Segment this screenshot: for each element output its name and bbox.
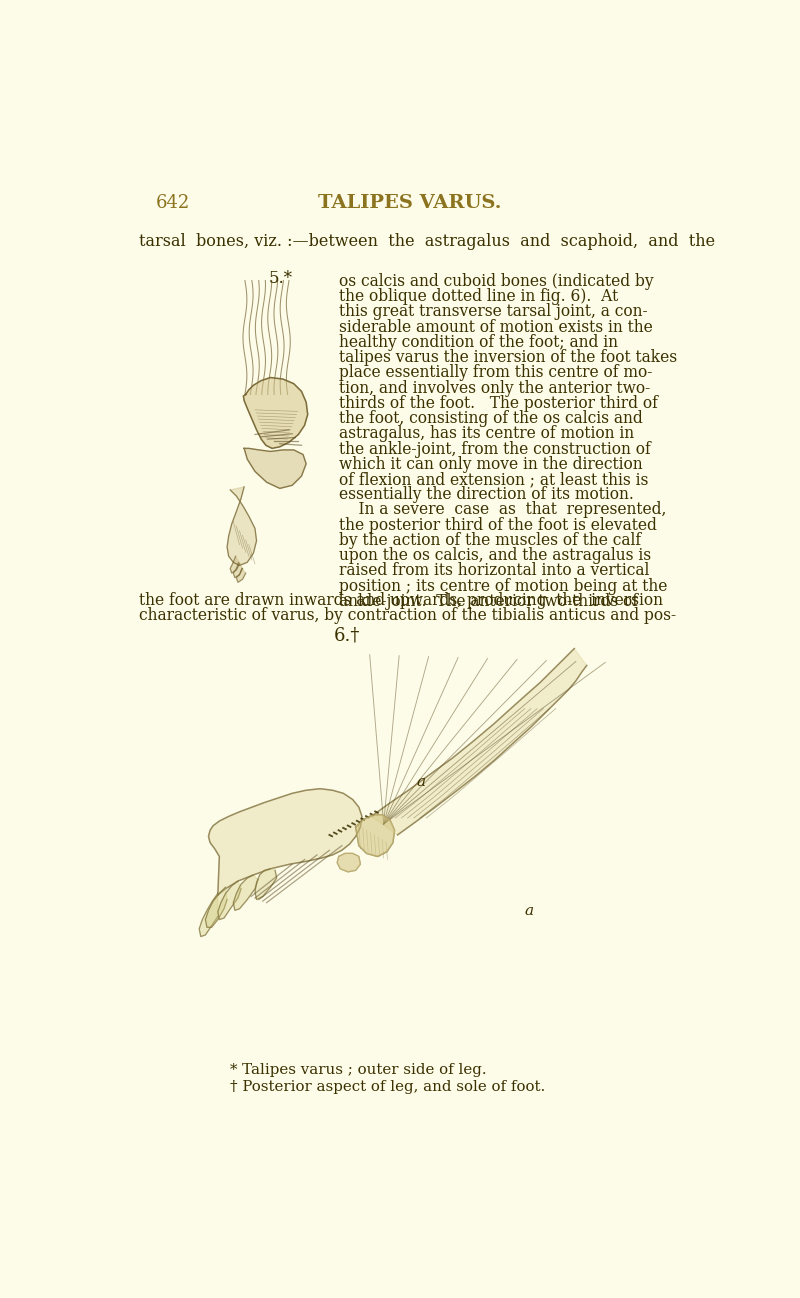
- Text: the posterior third of the foot is elevated: the posterior third of the foot is eleva…: [338, 517, 657, 533]
- Text: the foot, consisting of the os calcis and: the foot, consisting of the os calcis an…: [338, 410, 642, 427]
- Text: by the action of the muscles of the calf: by the action of the muscles of the calf: [338, 532, 641, 549]
- Text: In a severe  case  as  that  represented,: In a severe case as that represented,: [338, 501, 666, 518]
- Text: essentially the direction of its motion.: essentially the direction of its motion.: [338, 487, 634, 504]
- Polygon shape: [227, 487, 257, 566]
- Polygon shape: [371, 649, 586, 835]
- Polygon shape: [356, 815, 394, 857]
- Text: raised from its horizontal into a vertical: raised from its horizontal into a vertic…: [338, 562, 649, 579]
- Text: the ankle-joint, from the construction of: the ankle-joint, from the construction o…: [338, 440, 650, 457]
- Text: † Posterior aspect of leg, and sole of foot.: † Posterior aspect of leg, and sole of f…: [230, 1080, 546, 1094]
- Polygon shape: [199, 893, 218, 937]
- Text: the oblique dotted line in fig. 6).  At: the oblique dotted line in fig. 6). At: [338, 288, 618, 305]
- Text: 5.*: 5.*: [269, 270, 293, 287]
- Text: characteristic of varus, by contraction of the tibialis anticus and pos-: characteristic of varus, by contraction …: [138, 607, 676, 624]
- Text: 6.†: 6.†: [334, 627, 361, 645]
- Text: a: a: [416, 775, 426, 789]
- Text: tion, and involves only the anterior two-: tion, and involves only the anterior two…: [338, 379, 650, 396]
- Polygon shape: [337, 853, 361, 872]
- Text: the foot are drawn inwards and upwards, producing  the  inversion: the foot are drawn inwards and upwards, …: [138, 592, 662, 609]
- Polygon shape: [234, 875, 258, 910]
- Polygon shape: [237, 569, 246, 583]
- Polygon shape: [206, 888, 227, 927]
- Text: siderable amount of motion exists in the: siderable amount of motion exists in the: [338, 318, 653, 336]
- Polygon shape: [243, 378, 308, 448]
- Text: astragalus, has its centre of motion in: astragalus, has its centre of motion in: [338, 426, 634, 443]
- Text: a: a: [525, 903, 534, 918]
- Polygon shape: [209, 789, 362, 894]
- Text: this great transverse tarsal joint, a con-: this great transverse tarsal joint, a co…: [338, 304, 647, 321]
- Text: of flexion and extension ; at least this is: of flexion and extension ; at least this…: [338, 471, 648, 488]
- Text: * Talipes varus ; outer side of leg.: * Talipes varus ; outer side of leg.: [230, 1063, 487, 1077]
- Text: healthy condition of the foot; and in: healthy condition of the foot; and in: [338, 334, 618, 350]
- Text: ankle-joint.  The anterior two-thirds of: ankle-joint. The anterior two-thirds of: [338, 593, 638, 610]
- Text: tarsal  bones, viz. :—between  the  astragalus  and  scaphoid,  and  the: tarsal bones, viz. :—between the astraga…: [138, 232, 715, 249]
- Text: thirds of the foot.   The posterior third of: thirds of the foot. The posterior third …: [338, 395, 658, 411]
- Text: place essentially from this centre of mo-: place essentially from this centre of mo…: [338, 365, 652, 382]
- Text: position ; its centre of motion being at the: position ; its centre of motion being at…: [338, 578, 667, 594]
- Polygon shape: [255, 868, 277, 900]
- Text: TALIPES VARUS.: TALIPES VARUS.: [318, 195, 502, 213]
- Polygon shape: [218, 881, 241, 919]
- Text: 642: 642: [156, 195, 190, 213]
- Text: which it can only move in the direction: which it can only move in the direction: [338, 456, 642, 472]
- Polygon shape: [230, 556, 239, 574]
- Text: os calcis and cuboid bones (indicated by: os calcis and cuboid bones (indicated by: [338, 273, 654, 289]
- Text: upon the os calcis, and the astragalus is: upon the os calcis, and the astragalus i…: [338, 548, 651, 565]
- Text: talipes varus the inversion of the foot takes: talipes varus the inversion of the foot …: [338, 349, 677, 366]
- Polygon shape: [244, 448, 306, 488]
- Polygon shape: [234, 562, 242, 578]
